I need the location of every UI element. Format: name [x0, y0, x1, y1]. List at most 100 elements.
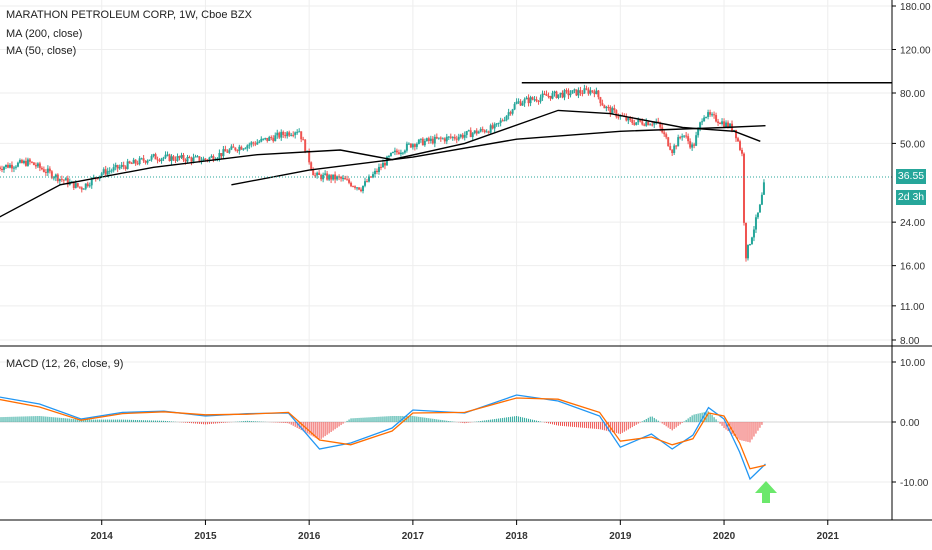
- candle-body: [762, 182, 765, 195]
- candle-body: [431, 138, 434, 144]
- candle-body: [292, 134, 295, 136]
- candle-body: [250, 142, 253, 145]
- candle-body: [535, 99, 538, 101]
- candle-body: [539, 97, 542, 102]
- candle-body: [164, 154, 167, 158]
- candle-body: [645, 121, 648, 126]
- price-tick-label: 11.00: [900, 302, 925, 313]
- candle-body: [433, 136, 436, 144]
- candle-body: [515, 101, 518, 105]
- candle-body: [26, 159, 29, 166]
- candle-body: [417, 139, 420, 144]
- candle-body: [32, 162, 35, 166]
- candle-body: [64, 178, 67, 181]
- candle-body: [48, 168, 51, 172]
- candle-body: [713, 114, 716, 116]
- candle-body: [46, 168, 49, 173]
- ma50-line: [231, 125, 766, 186]
- candle-body: [192, 157, 195, 162]
- candle-body: [395, 150, 398, 153]
- ma200-legend[interactable]: MA (200, close): [6, 28, 83, 40]
- candle-body: [226, 151, 229, 153]
- candle-body: [82, 188, 85, 190]
- candle-body: [92, 177, 95, 179]
- candle-body: [659, 122, 662, 128]
- ma50-legend[interactable]: MA (50, close): [6, 45, 77, 57]
- candle-body: [549, 95, 552, 99]
- candle-body: [675, 145, 678, 147]
- candle-body: [633, 123, 636, 125]
- candle-body: [739, 141, 742, 150]
- candle-body: [352, 186, 355, 188]
- candle-body: [517, 101, 520, 103]
- candle-body: [752, 229, 755, 238]
- candle-body: [381, 162, 384, 168]
- candle-body: [122, 164, 125, 167]
- candle-body: [725, 122, 728, 127]
- candle-body: [489, 125, 492, 133]
- candle-body: [429, 138, 432, 141]
- candle-body: [707, 112, 710, 117]
- macd-tick-label: 0.00: [900, 418, 920, 429]
- candle-body: [162, 157, 165, 159]
- candle-body: [605, 106, 608, 109]
- macd-legend[interactable]: MACD (12, 26, close, 9): [6, 358, 124, 370]
- candle-body: [286, 132, 289, 137]
- candle-body: [735, 129, 738, 139]
- candle-body: [258, 141, 261, 143]
- candle-body: [124, 166, 127, 170]
- candle-body: [495, 123, 498, 125]
- candle-body: [166, 154, 169, 156]
- candle-body: [170, 156, 173, 162]
- candle-body: [210, 156, 213, 158]
- candle-body: [581, 93, 584, 95]
- candle-body: [371, 174, 374, 178]
- candle-body: [449, 136, 452, 138]
- candle-body: [236, 150, 239, 152]
- candle-body: [238, 146, 241, 151]
- candle-body: [643, 124, 646, 126]
- candle-body: [719, 122, 722, 124]
- candle-body: [314, 175, 317, 177]
- candle-body: [184, 159, 187, 162]
- candle-body: [685, 135, 688, 137]
- candle-body: [208, 157, 211, 161]
- candle-body: [637, 119, 640, 123]
- candle-body: [2, 167, 5, 170]
- candle-body: [278, 132, 281, 138]
- candle-body: [316, 172, 319, 176]
- candle-body: [573, 89, 576, 91]
- candle-body: [595, 90, 598, 95]
- candle-body: [136, 163, 139, 165]
- candle-body: [587, 89, 590, 94]
- candle-body: [344, 178, 347, 180]
- candle-body: [106, 171, 109, 175]
- candle-body: [609, 107, 612, 114]
- candle-body: [721, 121, 724, 124]
- candle-body: [346, 179, 349, 181]
- candle-body: [689, 141, 692, 148]
- candle-body: [174, 159, 177, 161]
- candle-body: [0, 167, 1, 169]
- candle-body: [703, 117, 706, 122]
- candle-body: [272, 138, 275, 142]
- candle-body: [86, 183, 89, 187]
- candle-body: [8, 164, 11, 168]
- candle-body: [499, 120, 502, 123]
- candle-body: [377, 166, 380, 173]
- candle-body: [569, 93, 572, 96]
- candle-body: [469, 130, 472, 138]
- candle-body: [80, 187, 83, 190]
- candle-body: [270, 137, 273, 139]
- candle-body: [112, 167, 115, 171]
- candle-body: [435, 136, 438, 139]
- candle-body: [358, 187, 361, 190]
- candle-body: [737, 138, 740, 142]
- candle-body: [144, 160, 147, 163]
- candle-body: [701, 121, 704, 123]
- candle-body: [128, 161, 131, 164]
- time-tick-label: 2015: [194, 531, 217, 542]
- candle-body: [300, 131, 303, 140]
- candle-body: [477, 131, 480, 134]
